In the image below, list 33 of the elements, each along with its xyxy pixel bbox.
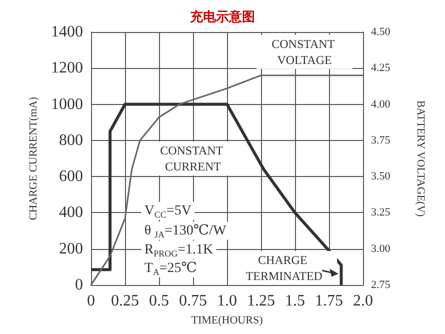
x-tick-label: 1.0	[217, 292, 237, 310]
y2-tick-label: 3.75	[371, 134, 391, 146]
y-tick-label: 1400	[51, 24, 83, 40]
y2-axis-title: BATTERY VOLTAGE(V)	[414, 100, 426, 218]
annotation: CONSTANT VOLTAGE	[272, 36, 338, 67]
y2-tick-label: 2.75	[371, 279, 391, 291]
y2-tick-label: 4.50	[371, 26, 391, 38]
x-tick-label: 1.75	[315, 292, 343, 310]
y-tick-label: 1200	[51, 60, 83, 77]
x-tick-label: 1.5	[285, 292, 305, 310]
chart-title: 充电示意图	[189, 9, 255, 25]
y-tick-label: 200	[59, 240, 83, 258]
y-tick-label: 400	[59, 204, 83, 222]
y-tick-label: 1000	[51, 96, 83, 113]
x-tick-label: 0	[87, 292, 95, 310]
y-tick-label: 600	[59, 168, 83, 186]
x-tick-label: 0.25	[111, 292, 139, 310]
x-tick-label: 0.5	[149, 292, 169, 310]
y2-tick-label: 4.25	[371, 62, 391, 74]
y2-tick-label: 4.00	[371, 98, 391, 110]
y2-tick-label: 3.25	[371, 206, 391, 219]
x-axis-title: TIME(HOURS)	[191, 314, 264, 326]
y2-tick-label: 3.00	[371, 242, 391, 255]
x-tick-label: 1.25	[247, 292, 275, 310]
y-tick-label: 0	[75, 276, 83, 294]
y-axis-title: CHARGE CURRENT(mA)	[28, 96, 40, 220]
x-tick-label: 2.0	[353, 292, 373, 310]
y2-tick-label: 3.50	[371, 170, 391, 183]
annotation: CONSTANT CURRENT	[160, 144, 226, 174]
x-tick-label: 0.75	[179, 292, 207, 310]
line-series	[90, 102, 343, 286]
y-tick-label: 800	[59, 132, 83, 149]
annotation: CHARGE TERMINATED	[246, 253, 323, 284]
